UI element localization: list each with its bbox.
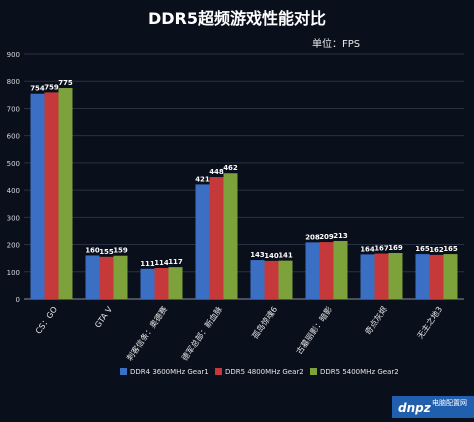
watermark-logo: dnpz 电脑配置网 xyxy=(392,396,474,418)
bar xyxy=(140,268,155,299)
bar xyxy=(388,252,403,299)
legend-label: DDR4 3600MHz Gear1 xyxy=(130,368,209,376)
y-tick-label: 300 xyxy=(7,214,20,222)
x-tick-label: CS：GO xyxy=(34,305,59,336)
y-tick-label: 500 xyxy=(7,160,20,168)
bar xyxy=(360,254,375,299)
bar xyxy=(195,184,210,299)
x-tick-label: 无主之地3 xyxy=(415,304,444,340)
data-label: 213 xyxy=(333,232,348,240)
x-tick-label: 古墓丽影：暗影 xyxy=(294,304,334,356)
data-label: 169 xyxy=(388,244,403,252)
bar xyxy=(99,256,114,299)
bar xyxy=(30,93,45,299)
y-tick-label: 400 xyxy=(7,187,20,195)
bar xyxy=(85,255,100,299)
data-label: 208 xyxy=(305,233,320,241)
y-tick-label: 200 xyxy=(7,242,20,250)
bar xyxy=(319,242,334,299)
data-label: 111 xyxy=(140,260,155,268)
x-tick-label: 刺客信条：奥德赛 xyxy=(124,304,169,362)
data-label: 162 xyxy=(429,246,444,254)
data-label: 754 xyxy=(30,85,45,93)
bar xyxy=(209,177,224,299)
bar xyxy=(305,242,320,299)
bar xyxy=(44,92,59,299)
y-tick-label: 700 xyxy=(7,105,20,113)
legend-label: DDR5 5400MHz Gear2 xyxy=(320,368,399,376)
bar xyxy=(264,260,279,299)
bar xyxy=(415,254,430,299)
x-tick-label: 孤岛惊魂6 xyxy=(250,304,279,340)
data-label: 448 xyxy=(209,168,224,176)
legend-swatch xyxy=(215,368,222,375)
data-label: 143 xyxy=(250,251,265,259)
bar xyxy=(374,253,389,299)
y-tick-label: 0 xyxy=(16,296,20,304)
y-tick-label: 600 xyxy=(7,133,20,141)
bar xyxy=(333,241,348,299)
data-label: 462 xyxy=(223,164,238,172)
data-label: 140 xyxy=(264,252,279,260)
data-label: 209 xyxy=(319,233,334,241)
bar xyxy=(58,88,73,300)
data-label: 155 xyxy=(99,248,114,256)
data-label: 165 xyxy=(415,245,430,253)
bar xyxy=(168,267,183,299)
data-label: 167 xyxy=(374,245,389,253)
y-tick-label: 100 xyxy=(7,269,20,277)
y-tick-label: 900 xyxy=(7,51,20,59)
bar xyxy=(443,254,458,299)
data-label: 114 xyxy=(154,259,169,267)
bar xyxy=(113,255,128,299)
data-label: 159 xyxy=(113,247,128,255)
bar xyxy=(154,267,169,299)
data-label: 141 xyxy=(278,252,293,260)
bar xyxy=(223,173,238,299)
bar xyxy=(250,260,265,299)
svg-text:dnpz: dnpz xyxy=(398,401,432,415)
bar xyxy=(278,260,293,299)
legend-swatch xyxy=(310,368,317,375)
svg-text:电脑配置网: 电脑配置网 xyxy=(432,398,467,407)
data-label: 421 xyxy=(195,175,210,183)
data-label: 165 xyxy=(443,245,458,253)
data-label: 775 xyxy=(58,79,73,87)
x-tick-label: 奇点灰烬 xyxy=(363,304,390,336)
chart-title: DDR5超频游戏性能对比 xyxy=(148,9,326,28)
data-label: 759 xyxy=(44,83,59,91)
bar xyxy=(429,254,444,299)
legend-label: DDR5 4800MHz Gear2 xyxy=(225,368,304,376)
data-label: 160 xyxy=(85,246,100,254)
data-label: 164 xyxy=(360,245,375,253)
y-tick-label: 800 xyxy=(7,78,20,86)
unit-label: 单位：FPS xyxy=(312,37,360,50)
x-tick-label: GTA V xyxy=(93,305,114,330)
data-label: 117 xyxy=(168,258,183,266)
legend-swatch xyxy=(120,368,127,375)
x-tick-label: 德军总部：新血脉 xyxy=(179,304,224,362)
